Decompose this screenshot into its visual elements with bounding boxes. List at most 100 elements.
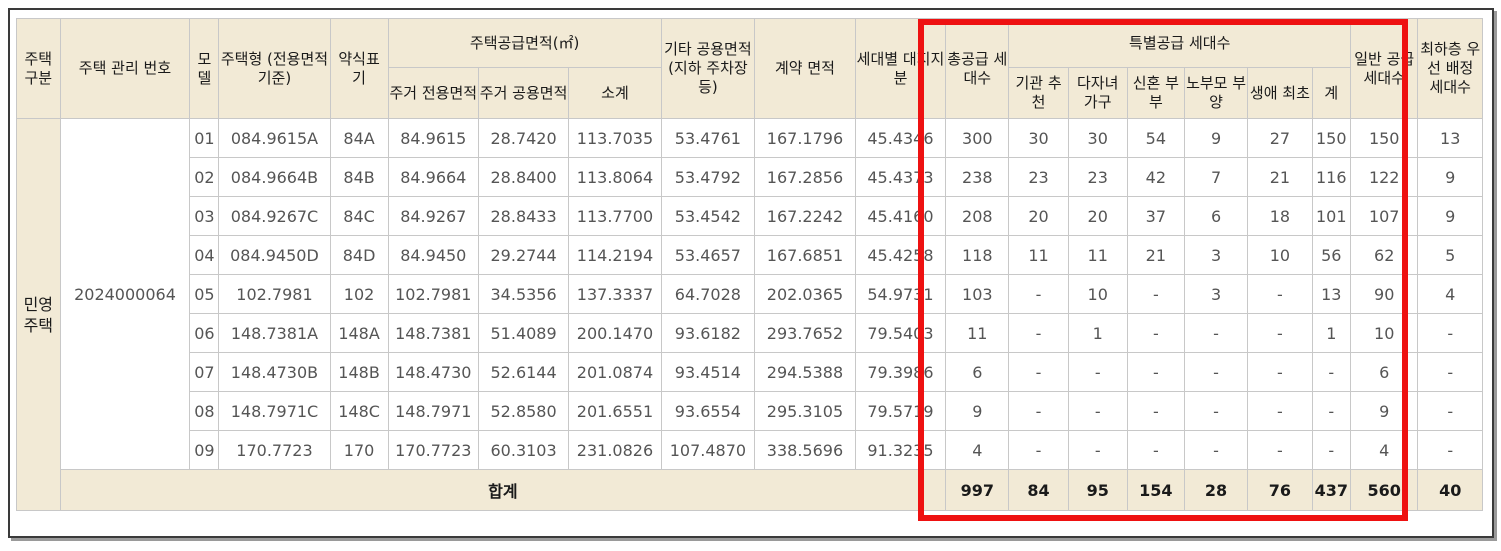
table-cell: 148.4730B — [218, 352, 331, 392]
table-cell: 90 — [1349, 274, 1419, 314]
total-cell: 997 — [945, 469, 1010, 511]
housing-supply-table: 주택 구분 주택 관리 번호 모 델 주택형 (전용면적기준) 약식표 기 주택… — [16, 18, 1483, 511]
table-cell: 4 — [1349, 430, 1419, 470]
table-cell: 200.1470 — [568, 313, 662, 353]
table-cell: 21 — [1247, 157, 1313, 197]
col-header-model: 모 델 — [189, 18, 220, 119]
table-cell: - — [1183, 391, 1249, 431]
table-cell: 29.2744 — [477, 235, 570, 275]
col-header-special-group: 특별공급 세대수 — [1008, 18, 1351, 68]
table-cell: 5 — [1417, 235, 1483, 275]
table-cell: 167.2242 — [754, 196, 856, 236]
col-header-institution: 기관 추천 — [1008, 67, 1069, 119]
table-cell: 3 — [1183, 235, 1249, 275]
table-cell: - — [1183, 430, 1249, 470]
table-cell: 11 — [945, 313, 1010, 353]
table-cell: 084.9615A — [218, 118, 331, 158]
table-cell: - — [1126, 391, 1185, 431]
table-cell: 10 — [1349, 313, 1419, 353]
table-cell: - — [1247, 430, 1313, 470]
table-cell: 148.7971C — [218, 391, 331, 431]
total-label: 합계 — [59, 469, 947, 511]
table-cell: - — [1247, 391, 1313, 431]
table-row: 05 102.7981 102 102.7981 34.5356 137.3337 64.7… — [17, 274, 1483, 314]
table-cell: 05 — [189, 274, 220, 314]
table-cell: 53.4761 — [660, 118, 756, 158]
table-cell: 6 — [1349, 352, 1419, 392]
table-cell: 167.2856 — [754, 157, 856, 197]
col-header-residential-common: 주거 공용면적 — [477, 67, 570, 119]
table-cell: - — [1008, 430, 1069, 470]
col-header-land-share: 세대별 대지지분 — [854, 18, 947, 119]
table-cell: 10 — [1067, 274, 1128, 314]
table-cell: 53.4542 — [660, 196, 756, 236]
table-cell: 1 — [1067, 313, 1128, 353]
total-cell: 84 — [1008, 469, 1069, 511]
housing-type-cell: 민영 주택 — [16, 118, 61, 511]
table-cell: 02 — [189, 157, 220, 197]
mgmt-no-cell: 2024000064 — [59, 118, 191, 470]
total-cell: 154 — [1126, 469, 1185, 511]
table-row: 07 148.4730B 148B 148.4730 52.6144 201.0874 93… — [17, 352, 1483, 392]
table-cell: 28.8433 — [477, 196, 570, 236]
table-cell: 11 — [1067, 235, 1128, 275]
table-cell: 84.9664 — [387, 157, 479, 197]
table-cell: 27 — [1247, 118, 1313, 158]
table-cell: 102.7981 — [218, 274, 331, 314]
total-row: 합계 997 84 95 154 28 76 437 560 40 — [17, 469, 1483, 511]
col-header-first-time: 생애 최초 — [1247, 67, 1313, 119]
total-cell: 28 — [1183, 469, 1249, 511]
table-cell: 53.4657 — [660, 235, 756, 275]
table-cell: 116 — [1311, 157, 1351, 197]
table-cell: 9 — [1417, 196, 1483, 236]
table-cell: 102 — [329, 274, 389, 314]
table-cell: - — [1067, 352, 1128, 392]
table-cell: 45.4160 — [854, 196, 947, 236]
total-cell: 40 — [1417, 469, 1483, 511]
table-cell: 37 — [1126, 196, 1185, 236]
table-cell: 137.3337 — [568, 274, 662, 314]
table-cell: 20 — [1008, 196, 1069, 236]
table-cell: 20 — [1067, 196, 1128, 236]
table-cell: 56 — [1311, 235, 1351, 275]
table-cell: - — [1417, 430, 1483, 470]
table-cell: 13 — [1417, 118, 1483, 158]
table-cell: - — [1311, 430, 1351, 470]
table-cell: 148C — [329, 391, 389, 431]
table-cell: 167.1796 — [754, 118, 856, 158]
col-header-mgmt-no: 주택 관리 번호 — [59, 18, 191, 119]
table-cell: 79.5403 — [854, 313, 947, 353]
table-cell: 4 — [1417, 274, 1483, 314]
table-row: 06 148.7381A 148A 148.7381 51.4089 200.1470 93… — [17, 313, 1483, 353]
table-row: 09 170.7723 170 170.7723 60.3103 231.0826 107.… — [17, 430, 1483, 470]
col-header-subtotal: 소계 — [568, 67, 662, 119]
table-cell: 113.8064 — [568, 157, 662, 197]
col-header-total-supply: 총공급 세대수 — [945, 18, 1010, 119]
table-cell: 79.5719 — [854, 391, 947, 431]
col-header-general: 일반 공급 세대수 — [1349, 18, 1419, 119]
table-cell: 84.9450 — [387, 235, 479, 275]
table-cell: 084.9450D — [218, 235, 331, 275]
table-cell: 084.9664B — [218, 157, 331, 197]
table-cell: 84A — [329, 118, 389, 158]
table-cell: - — [1417, 313, 1483, 353]
table-cell: 9 — [945, 391, 1010, 431]
table-cell: 148.7971 — [387, 391, 479, 431]
table-cell: 338.5696 — [754, 430, 856, 470]
table-cell: 9 — [1183, 118, 1249, 158]
table-cell: 10 — [1247, 235, 1313, 275]
table-cell: - — [1417, 391, 1483, 431]
col-header-abbr: 약식표 기 — [329, 18, 389, 119]
table-cell: 170 — [329, 430, 389, 470]
col-header-residential-exclusive: 주거 전용면적 — [387, 67, 479, 119]
table-body: 민영 주택 2024000064 01 084.9615A 84A 84.9615 28.7… — [16, 118, 1483, 511]
table-cell: 18 — [1247, 196, 1313, 236]
table-row: 민영 주택 2024000064 01 084.9615A 84A 84.9615 28.7… — [16, 118, 1483, 511]
table-cell: 202.0365 — [754, 274, 856, 314]
table-cell: - — [1311, 352, 1351, 392]
total-cell: 560 — [1349, 469, 1419, 511]
table-cell: 107 — [1349, 196, 1419, 236]
col-header-other-common: 기타 공용면적 (지하 주차장등) — [660, 18, 756, 119]
table-cell: 084.9267C — [218, 196, 331, 236]
table-cell: 45.4346 — [854, 118, 947, 158]
